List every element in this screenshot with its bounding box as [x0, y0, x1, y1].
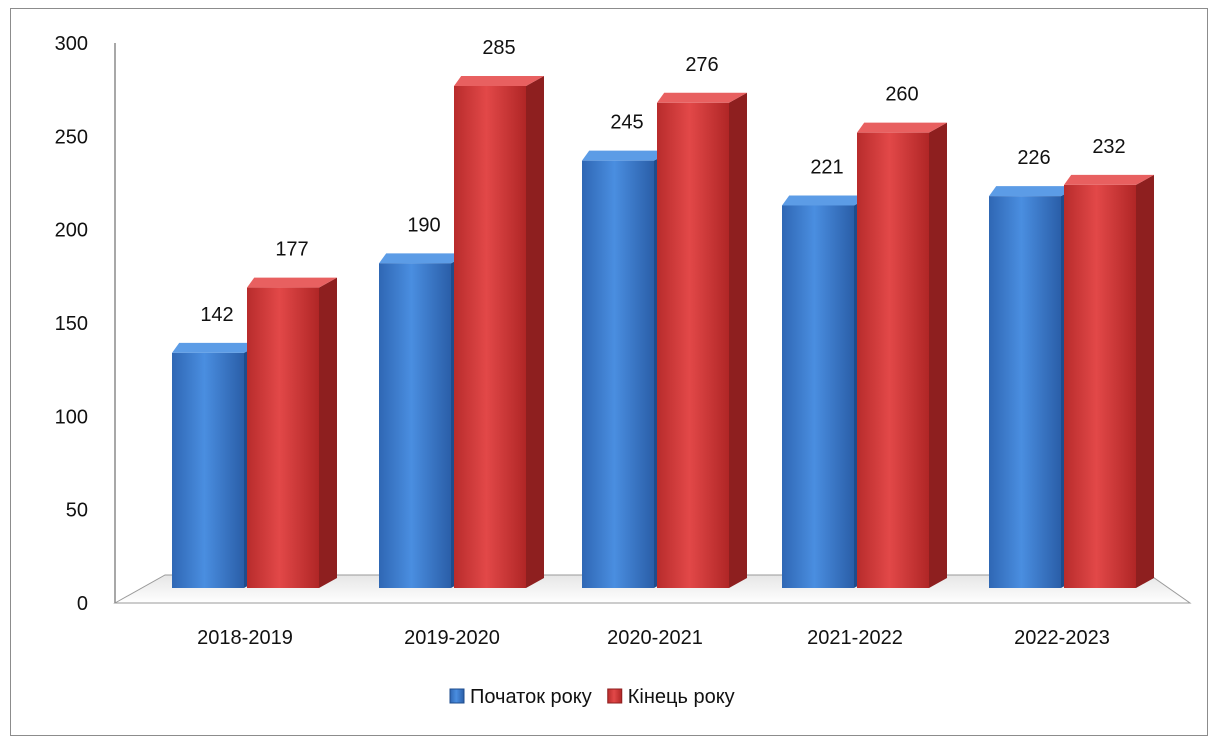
bar	[857, 122, 947, 589]
x-tick-label: 2019-2020	[404, 627, 500, 649]
bar-front	[247, 287, 319, 588]
data-label: 276	[685, 54, 718, 76]
bar	[454, 76, 544, 588]
data-label: 177	[275, 239, 308, 261]
data-label: 142	[200, 304, 233, 326]
bar	[247, 277, 337, 588]
bar-side	[929, 122, 947, 589]
x-tick-label: 2020-2021	[607, 627, 703, 649]
x-tick-label: 2021-2022	[807, 627, 903, 649]
y-tick-label: 50	[66, 500, 88, 522]
data-label: 245	[610, 112, 643, 134]
bar-front	[582, 160, 654, 588]
legend-label: Початок року	[470, 686, 592, 708]
x-tick-label: 2022-2023	[1014, 627, 1110, 649]
legend-entry: Кінець року	[607, 686, 735, 708]
bar-front	[782, 205, 854, 588]
bar-top	[1064, 174, 1154, 185]
bar-top	[172, 342, 262, 353]
bar-front	[989, 196, 1061, 588]
bar-top	[247, 277, 337, 288]
bar-top	[379, 253, 469, 264]
bar-top	[454, 76, 544, 86]
y-tick-label: 150	[55, 313, 88, 335]
bar-top	[989, 186, 1079, 197]
bar-side	[319, 277, 337, 588]
y-tick-label: 0	[77, 593, 88, 615]
bar-front	[172, 352, 244, 588]
bar-top	[857, 122, 947, 133]
bar	[657, 92, 747, 589]
x-tick-label: 2018-2019	[197, 627, 293, 649]
data-label: 260	[885, 84, 918, 106]
bar-top	[582, 150, 672, 161]
bar-top	[657, 92, 747, 103]
bar-front	[857, 132, 929, 588]
legend-label: Кінець року	[628, 686, 735, 708]
bar-front	[379, 263, 451, 588]
data-label: 190	[407, 214, 440, 236]
y-tick-label: 250	[55, 126, 88, 148]
bar	[1064, 174, 1154, 588]
legend-entry: Початок року	[449, 686, 592, 708]
bar-front	[657, 102, 729, 589]
legend-swatch	[607, 688, 623, 704]
y-tick-label: 200	[55, 220, 88, 242]
data-label: 232	[1092, 136, 1125, 158]
bar-side	[526, 76, 544, 588]
data-label: 226	[1017, 147, 1050, 169]
bar-side	[729, 92, 747, 589]
bar-front	[454, 86, 526, 588]
y-tick-label: 100	[55, 406, 88, 428]
data-label: 285	[482, 37, 515, 59]
y-tick-label: 300	[55, 33, 88, 55]
legend-swatch	[449, 688, 465, 704]
bar-side	[1136, 174, 1154, 588]
data-label: 221	[810, 156, 843, 178]
bar-top	[782, 195, 872, 206]
bar-front	[1064, 184, 1136, 588]
